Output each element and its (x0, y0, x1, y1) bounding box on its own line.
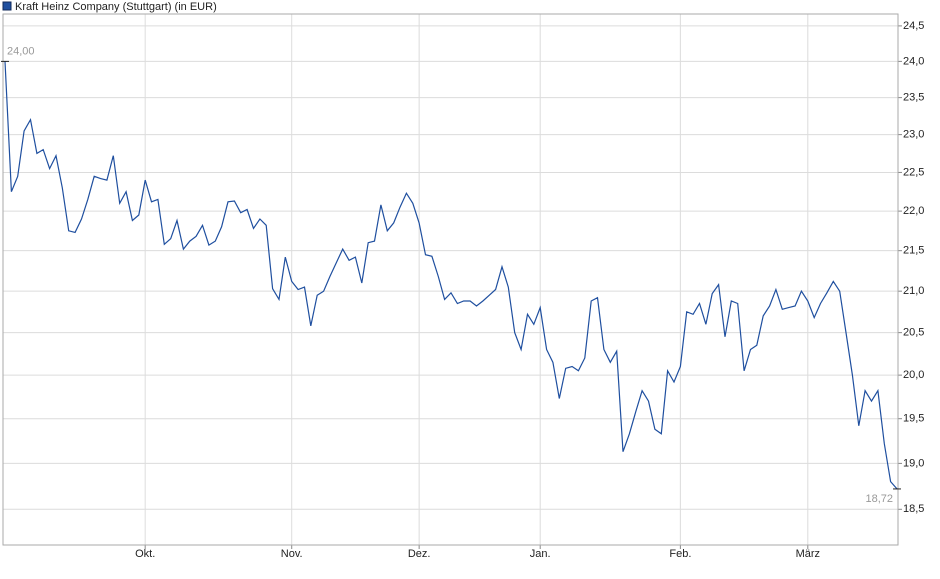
x-tick-label: Feb. (669, 548, 691, 560)
price-line (4, 61, 898, 490)
x-tick-label: Jan. (530, 548, 551, 560)
y-tick-label: 18,5 (903, 503, 924, 515)
legend-label: Kraft Heinz Company (Stuttgart) (in EUR) (15, 1, 217, 13)
y-tick-label: 21,5 (903, 245, 924, 257)
y-tick-label: 20,0 (903, 369, 924, 381)
x-tick-label: Okt. (135, 548, 155, 560)
x-tick-label: Nov. (281, 548, 303, 560)
y-tick-label: 21,0 (903, 285, 924, 297)
y-tick-label: 23,0 (903, 129, 924, 141)
y-tick-label: 23,5 (903, 92, 924, 104)
value-label: 24,00 (7, 45, 35, 57)
value-label: 18,72 (865, 493, 893, 505)
x-tick-label: Dez. (408, 548, 431, 560)
plot-frame (2, 13, 899, 546)
y-tick-label: 24,5 (903, 20, 924, 32)
y-tick-label: 22,0 (903, 205, 924, 217)
legend-swatch (2, 1, 12, 11)
y-tick-label: 19,0 (903, 457, 924, 469)
y-tick-label: 24,0 (903, 55, 924, 67)
y-tick-label: 22,5 (903, 166, 924, 178)
y-tick-label: 20,5 (903, 327, 924, 339)
x-tick-label: März (796, 548, 820, 560)
y-tick-label: 19,5 (903, 413, 924, 425)
